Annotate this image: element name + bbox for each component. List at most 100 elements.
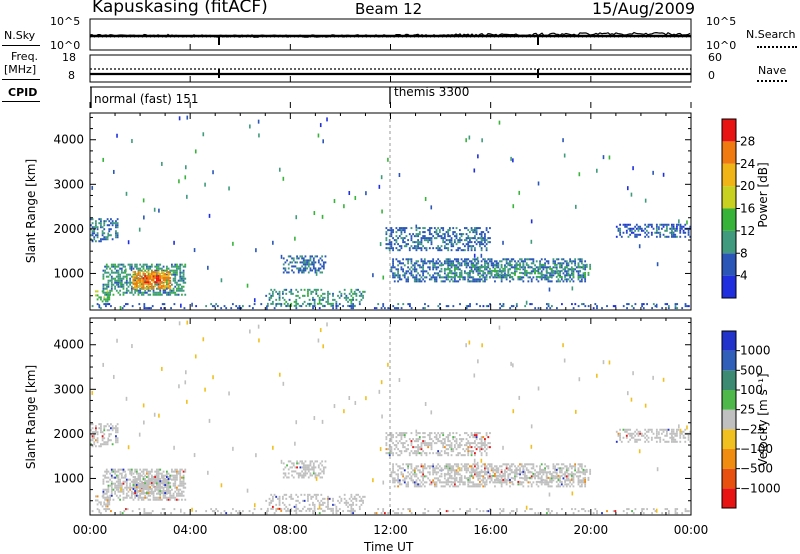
power-cell — [398, 278, 401, 281]
power-cell — [216, 305, 219, 308]
power-cell — [150, 269, 153, 272]
velocity-cell — [475, 432, 478, 435]
power-cell — [388, 241, 391, 244]
velocity-cell — [114, 482, 117, 485]
velocity-cell — [140, 490, 143, 493]
power-cell — [402, 241, 404, 244]
velocity-cell — [182, 482, 185, 485]
power-cell — [517, 263, 520, 266]
power-cell — [423, 260, 426, 263]
velocity-cell — [298, 509, 301, 512]
power-cell — [320, 288, 323, 291]
velocity-cell — [485, 454, 488, 457]
velocity-cell — [387, 452, 389, 455]
power-cell — [569, 276, 572, 279]
velocity-cell — [310, 497, 313, 500]
power-cell — [463, 271, 466, 274]
velocity-cell — [95, 445, 97, 448]
velocity-cell — [665, 434, 668, 437]
power-cell — [479, 245, 481, 248]
power-cell — [392, 258, 394, 261]
velocity-cell — [130, 468, 133, 471]
velocity-cell — [442, 442, 445, 445]
power-cell — [163, 303, 166, 306]
velocity-cell — [132, 480, 135, 483]
power-cell — [134, 283, 137, 286]
velocity-cell — [502, 478, 505, 481]
velocity-cell — [114, 484, 117, 487]
power-cell — [487, 241, 490, 244]
power-cell — [420, 258, 423, 261]
velocity-cell — [162, 488, 165, 491]
power-cell — [462, 243, 465, 246]
power-cell — [447, 231, 450, 234]
velocity-cell — [408, 438, 411, 441]
power-cell — [644, 227, 647, 230]
power-cell — [93, 226, 96, 229]
power-cell — [480, 265, 483, 268]
power-cell — [116, 224, 119, 227]
velocity-cell — [532, 481, 535, 484]
power-cell — [412, 247, 415, 250]
velocity-cell — [622, 428, 625, 431]
velocity-cell — [480, 470, 483, 473]
velocity-cell — [425, 442, 428, 445]
velocity-cell — [472, 450, 475, 453]
velocity-cell — [445, 463, 448, 466]
power-cell — [509, 276, 511, 279]
power-cell — [485, 265, 488, 268]
velocity-cell — [620, 440, 623, 443]
velocity-cell — [430, 448, 433, 451]
velocity-cell — [577, 470, 580, 473]
velocity-cell — [312, 495, 314, 498]
power-cell — [91, 305, 94, 308]
power-cell — [347, 300, 349, 303]
power-cell — [530, 239, 533, 244]
velocity-cell — [134, 482, 137, 485]
power-cell — [510, 305, 513, 308]
power-cell — [270, 294, 273, 297]
power-cell — [280, 303, 283, 306]
power-cell — [147, 289, 150, 292]
power-cell — [502, 276, 505, 279]
power-cell — [455, 235, 458, 238]
power-cell — [467, 247, 470, 250]
power-cell — [410, 260, 413, 263]
velocity-cell — [640, 434, 643, 437]
power-cell — [98, 296, 101, 299]
power-cell — [301, 257, 303, 260]
power-cell — [115, 232, 117, 235]
power-cell — [657, 231, 660, 234]
power-cell — [310, 290, 313, 293]
velocity-cell — [101, 435, 104, 438]
power-cell — [174, 279, 177, 282]
power-cell — [124, 271, 127, 274]
velocity-cell — [479, 450, 481, 453]
power-cell — [537, 268, 540, 271]
power-cell — [417, 245, 420, 248]
velocity-cell — [319, 472, 322, 475]
velocity-cell — [164, 496, 167, 499]
power-cell — [572, 271, 575, 274]
power-cell — [450, 237, 453, 240]
velocity-cell — [333, 503, 336, 506]
power-cell — [415, 233, 418, 236]
velocity-cell — [117, 470, 120, 473]
power-cell — [390, 227, 393, 230]
power-cell — [165, 277, 168, 280]
velocity-cell — [134, 484, 137, 487]
velocity-cell — [142, 498, 145, 501]
power-cell — [181, 285, 183, 288]
velocity-cell — [572, 480, 575, 483]
power-cell — [107, 275, 110, 278]
velocity-cell — [482, 481, 485, 484]
velocity-cell — [463, 444, 466, 447]
velocity-cell — [442, 434, 445, 437]
power-cell — [437, 227, 440, 230]
power-cell — [489, 237, 491, 240]
power-cell — [457, 280, 460, 283]
power-cell — [423, 237, 426, 240]
velocity-cell — [443, 467, 446, 470]
power-cell — [423, 235, 426, 238]
velocity-cell — [537, 480, 540, 483]
